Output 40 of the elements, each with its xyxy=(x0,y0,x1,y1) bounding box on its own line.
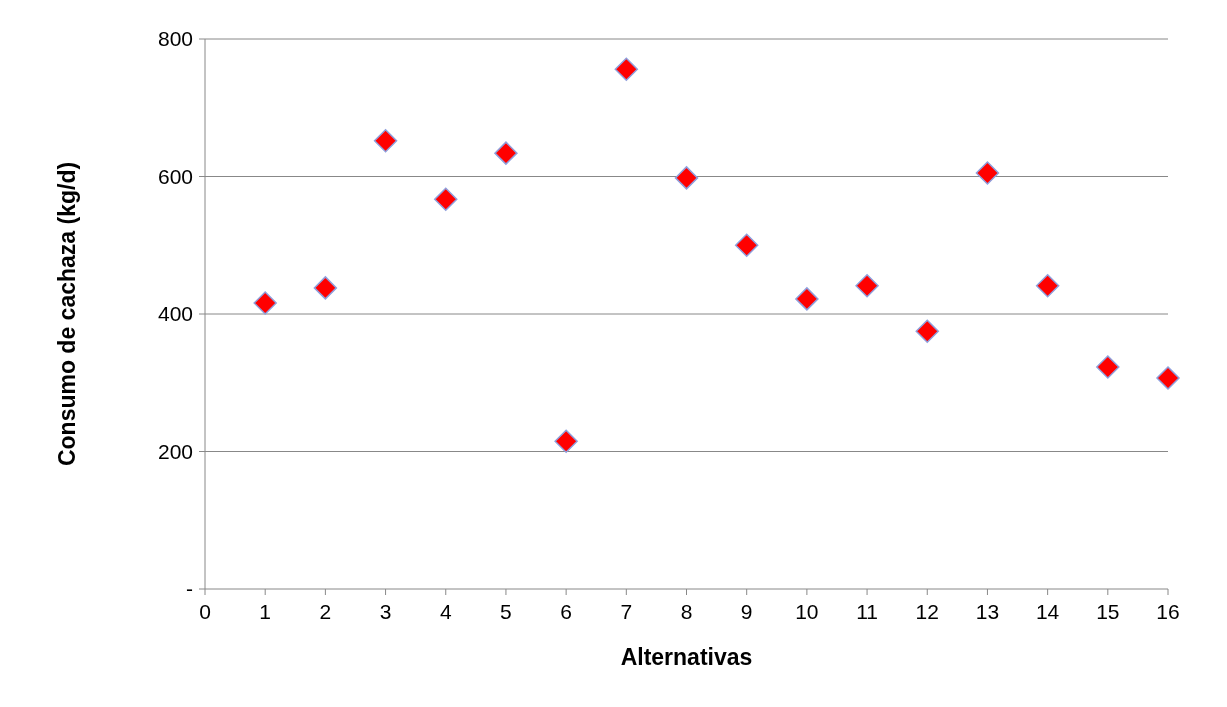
point xyxy=(855,274,879,298)
point xyxy=(975,161,1000,185)
x-tick-label: 13 xyxy=(975,600,1000,623)
x-tick-label: 1 xyxy=(259,600,272,623)
point xyxy=(494,141,518,165)
y-tick-label: 200 xyxy=(157,439,193,463)
x-tick-label: 10 xyxy=(795,600,819,623)
x-axis-title: Alternativas xyxy=(620,644,753,670)
point xyxy=(1156,366,1180,390)
point xyxy=(253,291,277,315)
x-tick-label: 2 xyxy=(319,600,332,623)
x-tick-label: 16 xyxy=(1156,600,1180,623)
x-tick-label: 15 xyxy=(1096,600,1120,623)
y-tick-label: 800 xyxy=(157,27,193,51)
x-tick-label: 7 xyxy=(620,600,633,623)
x-tick-label: 14 xyxy=(1035,600,1060,623)
point xyxy=(734,233,759,257)
point xyxy=(373,129,398,153)
x-tick-label: 9 xyxy=(740,600,753,623)
y-tick-label: 400 xyxy=(157,302,193,326)
x-tick-label: 0 xyxy=(199,600,211,623)
point xyxy=(1096,355,1120,379)
y-tick-label: 600 xyxy=(157,164,193,188)
x-tick-label: 11 xyxy=(856,600,878,623)
point xyxy=(434,187,458,211)
x-tick-label: 8 xyxy=(680,600,693,623)
point xyxy=(1035,274,1060,298)
point xyxy=(554,429,578,453)
point xyxy=(614,57,639,81)
point xyxy=(313,276,338,300)
x-tick-label: 4 xyxy=(439,600,452,623)
x-tick-label: 6 xyxy=(560,600,572,623)
point xyxy=(915,319,939,343)
x-tick-label: 3 xyxy=(379,600,392,623)
point xyxy=(674,166,699,190)
y-axis-title: Consumo de cachaza (kg/d) xyxy=(54,161,80,467)
x-tick-label: 5 xyxy=(500,600,512,623)
point xyxy=(795,287,819,311)
y-tick-label: - xyxy=(186,577,193,601)
x-tick-label: 12 xyxy=(915,600,939,623)
